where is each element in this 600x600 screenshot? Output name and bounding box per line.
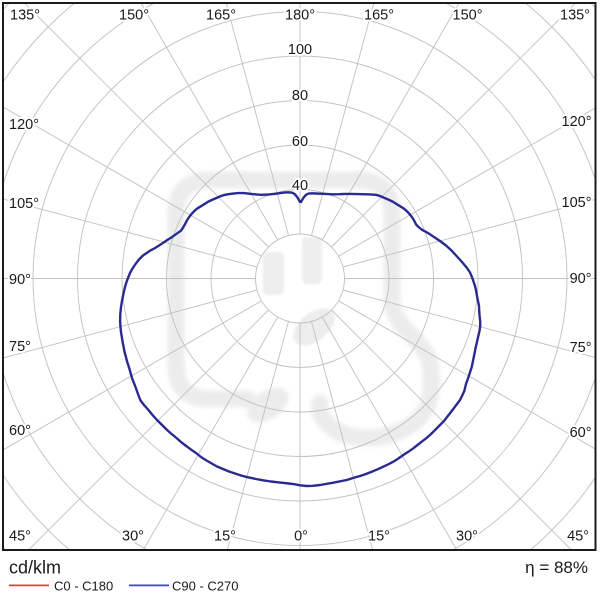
svg-text:η = 88%: η = 88% — [525, 558, 588, 577]
svg-text:150°: 150° — [453, 8, 483, 24]
svg-text:105°: 105° — [562, 195, 592, 211]
svg-text:60°: 60° — [570, 425, 592, 441]
svg-text:45°: 45° — [567, 529, 589, 545]
svg-text:120°: 120° — [562, 114, 592, 130]
svg-text:60: 60 — [292, 134, 308, 150]
svg-text:60°: 60° — [9, 423, 31, 439]
svg-text:80: 80 — [292, 88, 308, 104]
svg-text:0°: 0° — [294, 529, 308, 545]
svg-text:165°: 165° — [206, 8, 236, 24]
svg-text:30°: 30° — [456, 529, 478, 545]
svg-text:135°: 135° — [560, 8, 590, 24]
svg-text:135°: 135° — [10, 8, 40, 24]
svg-text:90°: 90° — [9, 272, 31, 288]
svg-text:100: 100 — [288, 42, 312, 58]
svg-text:30°: 30° — [122, 529, 144, 545]
svg-text:15°: 15° — [214, 529, 236, 545]
svg-text:15°: 15° — [368, 529, 390, 545]
svg-text:cd/klm: cd/klm — [9, 558, 61, 578]
svg-text:40: 40 — [292, 178, 308, 194]
svg-text:75°: 75° — [9, 339, 31, 355]
svg-text:150°: 150° — [119, 8, 149, 24]
svg-text:120°: 120° — [9, 117, 39, 133]
svg-text:C0 - C180: C0 - C180 — [54, 579, 113, 594]
svg-text:165°: 165° — [364, 8, 394, 24]
svg-text:C90 - C270: C90 - C270 — [172, 579, 238, 594]
svg-text:75°: 75° — [570, 340, 592, 356]
svg-text:180°: 180° — [285, 8, 315, 24]
svg-text:90°: 90° — [570, 271, 592, 287]
svg-text:45°: 45° — [9, 529, 31, 545]
svg-text:105°: 105° — [9, 196, 39, 212]
